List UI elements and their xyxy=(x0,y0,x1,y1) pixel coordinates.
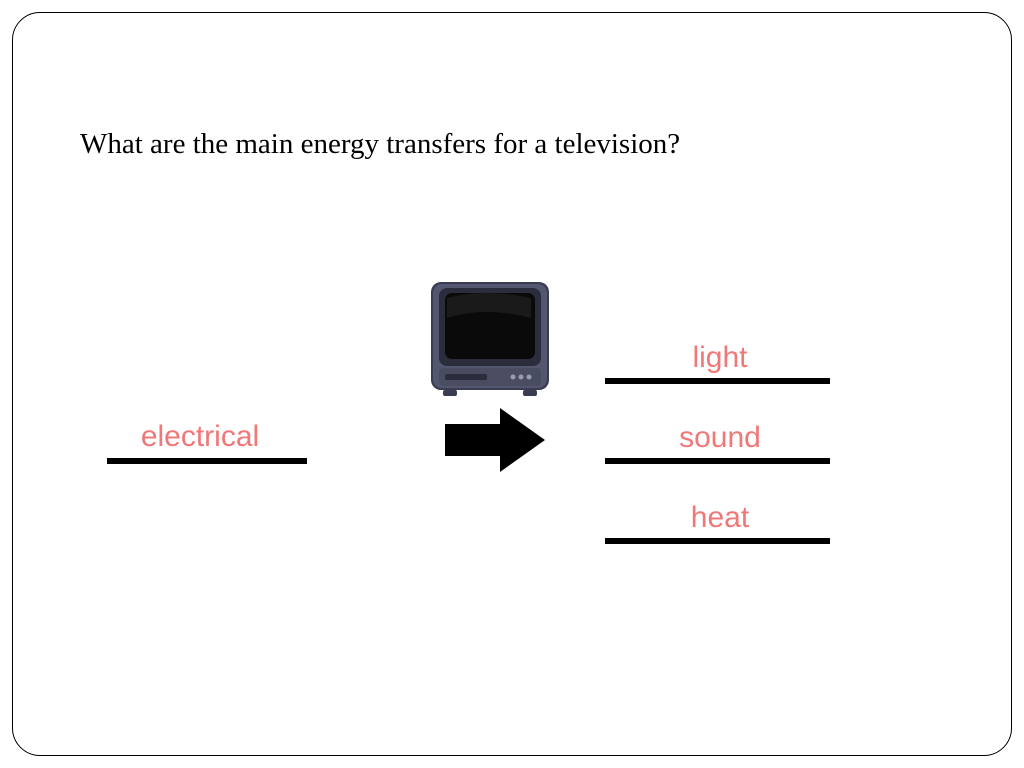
output-label-heat: heat xyxy=(620,501,820,535)
television-icon xyxy=(425,278,555,398)
input-underline xyxy=(107,458,307,464)
output-underline-heat xyxy=(605,538,830,544)
output-underline-light xyxy=(605,378,830,384)
input-label-electrical: electrical xyxy=(100,420,300,454)
arrow-icon xyxy=(435,408,550,472)
question-text: What are the main energy transfers for a… xyxy=(80,128,680,161)
output-underline-sound xyxy=(605,458,830,464)
output-label-light: light xyxy=(620,341,820,375)
output-label-sound: sound xyxy=(620,421,820,455)
